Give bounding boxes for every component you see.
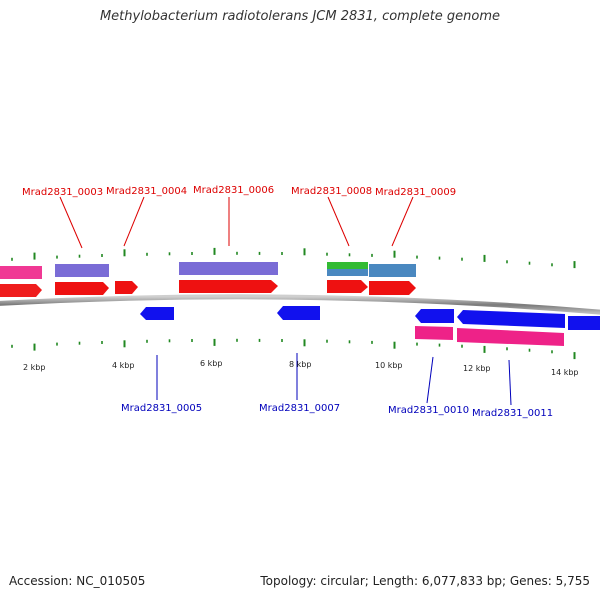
- cds-forward-0003: [55, 282, 109, 295]
- cog-box-0009: [369, 264, 416, 277]
- gene-label-0004[interactable]: Mrad2831_0004: [106, 186, 187, 197]
- gene-label-0007[interactable]: Mrad2831_0007: [259, 403, 340, 414]
- scale-label-2kbp: 2 kbp: [23, 363, 45, 372]
- cds-forward-0006: [179, 280, 278, 293]
- leader-0004: [123, 196, 145, 247]
- cds-forward-0004: [115, 281, 138, 294]
- gene-label-0006[interactable]: Mrad2831_0006: [193, 185, 274, 196]
- cds-partial-left: [0, 284, 42, 297]
- leader-0008: [327, 196, 350, 247]
- cog-box-0008a: [327, 262, 368, 269]
- cds-reverse-0010: [415, 309, 454, 323]
- leader-0011: [508, 359, 512, 406]
- cds-reverse-0011: [457, 310, 565, 328]
- gene-label-0008[interactable]: Mrad2831_0008: [291, 186, 372, 197]
- gene-partial-left: [0, 266, 42, 279]
- gene-label-0005[interactable]: Mrad2831_0005: [121, 403, 202, 414]
- scale-label-4kbp: 4 kbp: [112, 361, 134, 370]
- cds-partial-right: [568, 316, 600, 330]
- gene-reverse-0010: [415, 326, 453, 340]
- gene-label-0011[interactable]: Mrad2831_0011: [472, 408, 553, 419]
- gene-label-0009[interactable]: Mrad2831_0009: [375, 187, 456, 198]
- leader-0009: [391, 196, 414, 247]
- cds-reverse-0005: [140, 307, 174, 320]
- scale-label-6kbp: 6 kbp: [200, 359, 222, 368]
- cds-forward-0009: [369, 281, 416, 295]
- cds-forward-0008: [327, 280, 368, 293]
- cog-box-0006: [179, 262, 278, 275]
- genome-backbone: [0, 294, 600, 315]
- genome-stats-text: Topology: circular; Length: 6,077,833 bp…: [260, 574, 590, 588]
- gene-label-0003[interactable]: Mrad2831_0003: [22, 187, 103, 198]
- tick-row-bottom: [11, 338, 576, 360]
- leader-0010: [426, 356, 434, 404]
- scale-label-8kbp: 8 kbp: [289, 360, 311, 369]
- cog-box-0003: [55, 264, 109, 277]
- gene-reverse-0011: [457, 328, 564, 346]
- leader-0003: [59, 196, 83, 249]
- genome-title: Methylobacterium radiotolerans JCM 2831,…: [99, 9, 501, 24]
- accession-text: Accession: NC_010505: [9, 574, 146, 588]
- scale-label-14kbp: 14 kbp: [551, 368, 579, 377]
- scale-label-10kbp: 10 kbp: [375, 361, 403, 370]
- gene-label-0010[interactable]: Mrad2831_0010: [388, 405, 469, 416]
- cds-reverse-0007: [277, 306, 320, 320]
- tick-row-top: [11, 247, 576, 269]
- cog-box-0008b: [327, 269, 368, 276]
- scale-label-12kbp: 12 kbp: [463, 364, 491, 373]
